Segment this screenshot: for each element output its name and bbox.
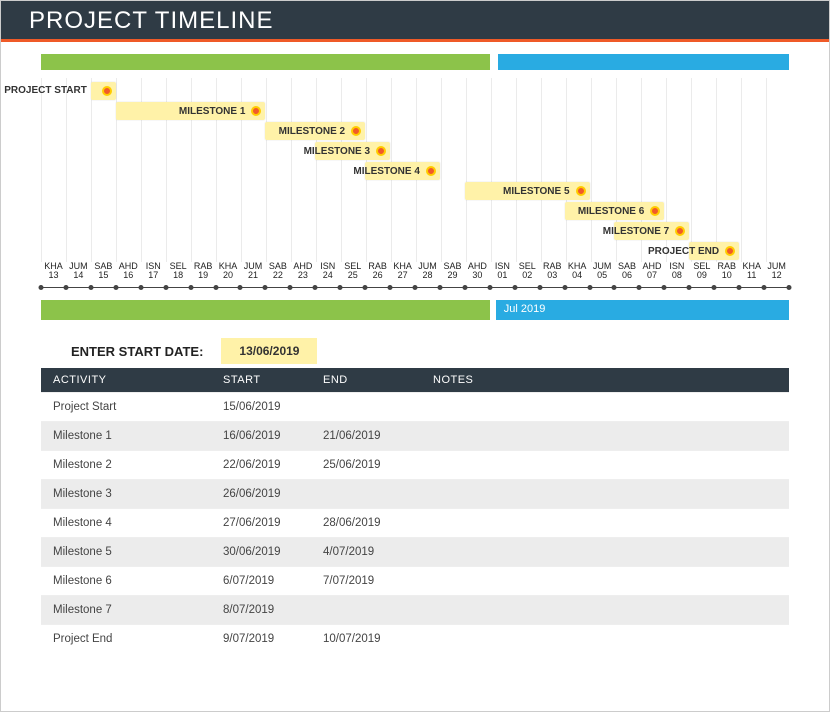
- cell-activity: Milestone 2: [41, 451, 211, 480]
- table-row[interactable]: Milestone 222/06/201925/06/2019: [41, 451, 789, 480]
- milestone-dot-icon: [102, 86, 112, 96]
- milestone-dot-icon: [426, 166, 436, 176]
- cell-notes: [421, 480, 789, 509]
- cell-activity: Milestone 5: [41, 538, 211, 567]
- milestone-dot-icon: [576, 186, 586, 196]
- cell-start: 8/07/2019: [211, 596, 311, 625]
- milestone-label: MILESTONE 2: [279, 126, 346, 137]
- start-date-label: ENTER START DATE:: [71, 344, 203, 359]
- page-title: PROJECT TIMELINE: [29, 7, 801, 35]
- cell-notes: [421, 538, 789, 567]
- cell-notes: [421, 422, 789, 451]
- page-header: PROJECT TIMELINE: [1, 1, 829, 39]
- milestone-label: MILESTONE 1: [179, 106, 246, 117]
- cell-start: 26/06/2019: [211, 480, 311, 509]
- table-row[interactable]: Project Start15/06/2019: [41, 393, 789, 422]
- col-start: START: [211, 368, 311, 393]
- col-notes: NOTES: [421, 368, 789, 393]
- cell-notes: [421, 509, 789, 538]
- bottom-month-label: Jul 2019: [504, 303, 546, 315]
- milestone-dot-icon: [675, 226, 685, 236]
- cell-end: [311, 480, 421, 509]
- phase-bars-top: [41, 54, 789, 70]
- table-row[interactable]: Milestone 326/06/2019: [41, 480, 789, 509]
- cell-start: 27/06/2019: [211, 509, 311, 538]
- milestone-bar[interactable]: MILESTONE 1: [116, 102, 266, 120]
- cell-notes: [421, 393, 789, 422]
- col-end: END: [311, 368, 421, 393]
- cell-start: 30/06/2019: [211, 538, 311, 567]
- milestone-dot-icon: [725, 246, 735, 256]
- table-row[interactable]: Project End9/07/201910/07/2019: [41, 625, 789, 654]
- project-timeline-page: PROJECT TIMELINE KHA13JUM14SAB15AHD16ISN…: [0, 0, 830, 712]
- milestone-bar[interactable]: PROJECT END: [689, 242, 739, 260]
- milestone-label: PROJECT START: [4, 85, 87, 96]
- cell-end: 7/07/2019: [311, 567, 421, 596]
- milestone-bar[interactable]: MILESTONE 3: [315, 142, 390, 160]
- cell-end: 28/06/2019: [311, 509, 421, 538]
- milestone-label: MILESTONE 6: [578, 206, 645, 217]
- milestone-bar[interactable]: MILESTONE 2: [265, 122, 365, 140]
- cell-activity: Milestone 6: [41, 567, 211, 596]
- col-activity: ACTIVITY: [41, 368, 211, 393]
- milestone-bar[interactable]: [91, 82, 116, 100]
- table-row[interactable]: Milestone 66/07/20197/07/2019: [41, 567, 789, 596]
- cell-end: 21/06/2019: [311, 422, 421, 451]
- table-row[interactable]: Milestone 78/07/2019: [41, 596, 789, 625]
- milestone-label: MILESTONE 4: [353, 166, 420, 177]
- cell-activity: Milestone 1: [41, 422, 211, 451]
- cell-start: 22/06/2019: [211, 451, 311, 480]
- table-row[interactable]: Milestone 530/06/20194/07/2019: [41, 538, 789, 567]
- cell-end: 10/07/2019: [311, 625, 421, 654]
- milestone-dot-icon: [251, 106, 261, 116]
- phase-bars-bottom: Jul 2019: [41, 300, 789, 320]
- cell-notes: [421, 596, 789, 625]
- milestone-label: PROJECT END: [648, 246, 719, 257]
- milestone-dot-icon: [376, 146, 386, 156]
- cell-start: 6/07/2019: [211, 567, 311, 596]
- milestone-bar[interactable]: MILESTONE 6: [565, 202, 665, 220]
- table-row[interactable]: Milestone 427/06/201928/06/2019: [41, 509, 789, 538]
- cell-activity: Milestone 4: [41, 509, 211, 538]
- gantt-chart: KHA13JUM14SAB15AHD16ISN17SEL18RAB19KHA20…: [41, 78, 789, 288]
- cell-end: 25/06/2019: [311, 451, 421, 480]
- cell-start: 9/07/2019: [211, 625, 311, 654]
- cell-notes: [421, 567, 789, 596]
- cell-end: 4/07/2019: [311, 538, 421, 567]
- cell-notes: [421, 625, 789, 654]
- milestone-bar[interactable]: MILESTONE 7: [614, 222, 689, 240]
- cell-notes: [421, 451, 789, 480]
- milestone-bar[interactable]: MILESTONE 4: [365, 162, 440, 180]
- start-date-row: ENTER START DATE: 13/06/2019: [71, 338, 789, 364]
- milestone-label: MILESTONE 3: [304, 146, 371, 157]
- start-date-value[interactable]: 13/06/2019: [221, 338, 317, 364]
- cell-start: 16/06/2019: [211, 422, 311, 451]
- header-accent-line: [1, 39, 829, 42]
- cell-start: 15/06/2019: [211, 393, 311, 422]
- activity-table: ACTIVITY START END NOTES Project Start15…: [41, 368, 789, 653]
- table-header-row: ACTIVITY START END NOTES: [41, 368, 789, 393]
- milestone-bar[interactable]: MILESTONE 5: [465, 182, 590, 200]
- table-row[interactable]: Milestone 116/06/201921/06/2019: [41, 422, 789, 451]
- cell-end: [311, 393, 421, 422]
- milestone-label: MILESTONE 7: [603, 226, 670, 237]
- cell-end: [311, 596, 421, 625]
- milestone-dot-icon: [650, 206, 660, 216]
- milestone-label: MILESTONE 5: [503, 186, 570, 197]
- gantt-axis-line: [41, 285, 789, 291]
- milestone-dot-icon: [351, 126, 361, 136]
- cell-activity: Milestone 7: [41, 596, 211, 625]
- cell-activity: Project Start: [41, 393, 211, 422]
- cell-activity: Milestone 3: [41, 480, 211, 509]
- cell-activity: Project End: [41, 625, 211, 654]
